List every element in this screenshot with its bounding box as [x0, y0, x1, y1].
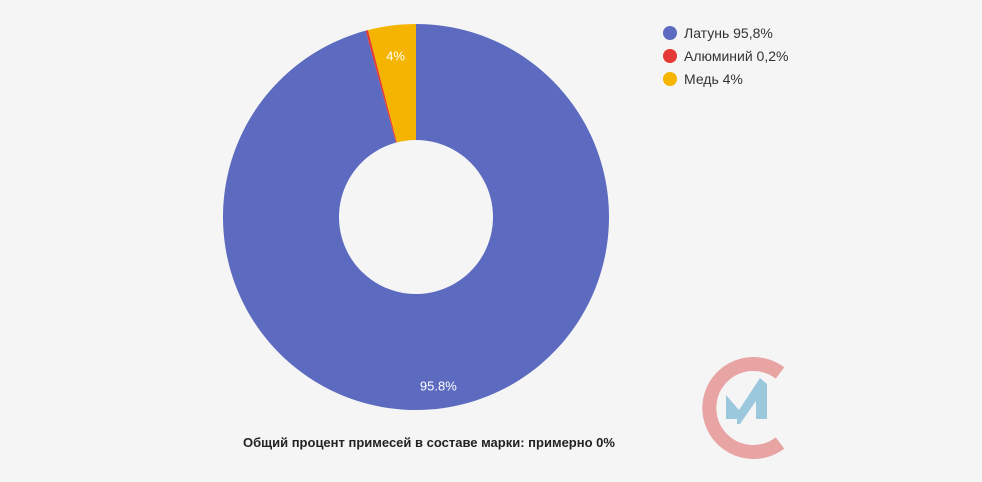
legend: Латунь 95,8% Алюминий 0,2% Медь 4% [663, 21, 788, 90]
legend-label-copper: Медь 4% [684, 70, 743, 87]
slice-aluminium[interactable] [365, 30, 397, 143]
legend-item-copper[interactable]: Медь 4% [663, 67, 788, 90]
legend-label-brass: Латунь 95,8% [684, 24, 773, 41]
legend-item-aluminium[interactable]: Алюминий 0,2% [663, 44, 788, 67]
legend-item-brass[interactable]: Латунь 95,8% [663, 21, 788, 44]
legend-dot-copper [663, 71, 677, 86]
legend-dot-brass [663, 25, 677, 40]
slice-copper[interactable] [368, 24, 416, 143]
logo-m-mark [726, 378, 767, 424]
legend-label-aluminium: Алюминий 0,2% [684, 47, 789, 64]
slice-label-copper: 4% [386, 48, 405, 63]
site-logo-icon [702, 357, 785, 459]
chart-caption: Общий процент примесей в составе марки: … [243, 435, 615, 450]
legend-dot-aluminium [663, 48, 677, 63]
slice-brass[interactable] [222, 24, 609, 410]
logo-ring [702, 357, 785, 459]
slice-label-brass: 95.8% [420, 379, 457, 394]
